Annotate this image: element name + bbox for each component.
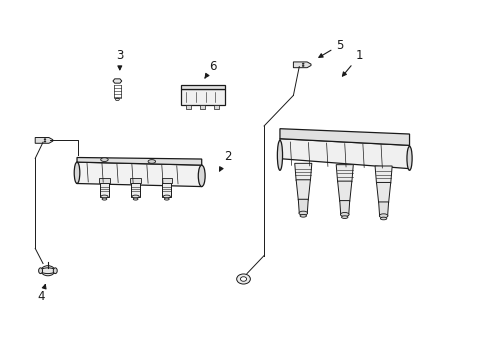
Text: 1: 1 <box>342 49 363 76</box>
Polygon shape <box>77 158 201 165</box>
Circle shape <box>44 141 46 142</box>
FancyBboxPatch shape <box>200 105 204 109</box>
Ellipse shape <box>101 195 108 198</box>
Text: 3: 3 <box>116 49 123 70</box>
Circle shape <box>44 139 46 140</box>
Circle shape <box>45 269 51 273</box>
Circle shape <box>41 266 55 276</box>
Polygon shape <box>376 183 390 203</box>
FancyBboxPatch shape <box>214 105 219 109</box>
Ellipse shape <box>341 216 347 219</box>
Ellipse shape <box>41 268 55 274</box>
Polygon shape <box>336 165 352 182</box>
Ellipse shape <box>163 195 170 198</box>
Ellipse shape <box>164 198 169 200</box>
Ellipse shape <box>198 165 205 186</box>
Polygon shape <box>337 181 351 202</box>
Ellipse shape <box>277 140 282 170</box>
Polygon shape <box>298 199 307 213</box>
Text: 4: 4 <box>38 284 46 303</box>
Polygon shape <box>293 62 310 68</box>
Ellipse shape <box>101 158 108 162</box>
Text: 2: 2 <box>219 150 231 171</box>
Ellipse shape <box>380 217 386 220</box>
Ellipse shape <box>102 198 107 200</box>
Polygon shape <box>100 183 109 197</box>
Ellipse shape <box>340 212 348 216</box>
Ellipse shape <box>379 214 387 218</box>
Text: 5: 5 <box>318 39 343 57</box>
FancyBboxPatch shape <box>181 89 224 105</box>
Polygon shape <box>378 202 388 216</box>
Ellipse shape <box>53 268 57 274</box>
Polygon shape <box>294 163 311 181</box>
Ellipse shape <box>132 195 139 198</box>
Polygon shape <box>279 139 409 169</box>
Ellipse shape <box>298 211 307 215</box>
Polygon shape <box>279 129 409 145</box>
Polygon shape <box>339 201 349 215</box>
Ellipse shape <box>133 198 138 200</box>
Circle shape <box>302 65 304 67</box>
Ellipse shape <box>39 268 42 274</box>
FancyBboxPatch shape <box>185 105 191 109</box>
Polygon shape <box>77 162 201 186</box>
Circle shape <box>236 274 250 284</box>
Polygon shape <box>99 178 109 183</box>
Ellipse shape <box>74 162 80 184</box>
Text: 6: 6 <box>204 60 216 78</box>
Polygon shape <box>162 183 171 197</box>
Circle shape <box>240 277 246 281</box>
Ellipse shape <box>300 215 306 217</box>
Polygon shape <box>181 85 224 89</box>
Polygon shape <box>113 79 122 83</box>
Ellipse shape <box>406 147 411 170</box>
Polygon shape <box>296 180 310 200</box>
Ellipse shape <box>115 98 119 101</box>
Ellipse shape <box>148 159 155 163</box>
Circle shape <box>302 63 304 64</box>
Polygon shape <box>130 178 141 183</box>
Polygon shape <box>374 166 391 183</box>
Polygon shape <box>131 183 140 197</box>
Polygon shape <box>161 178 172 183</box>
Polygon shape <box>35 138 53 143</box>
